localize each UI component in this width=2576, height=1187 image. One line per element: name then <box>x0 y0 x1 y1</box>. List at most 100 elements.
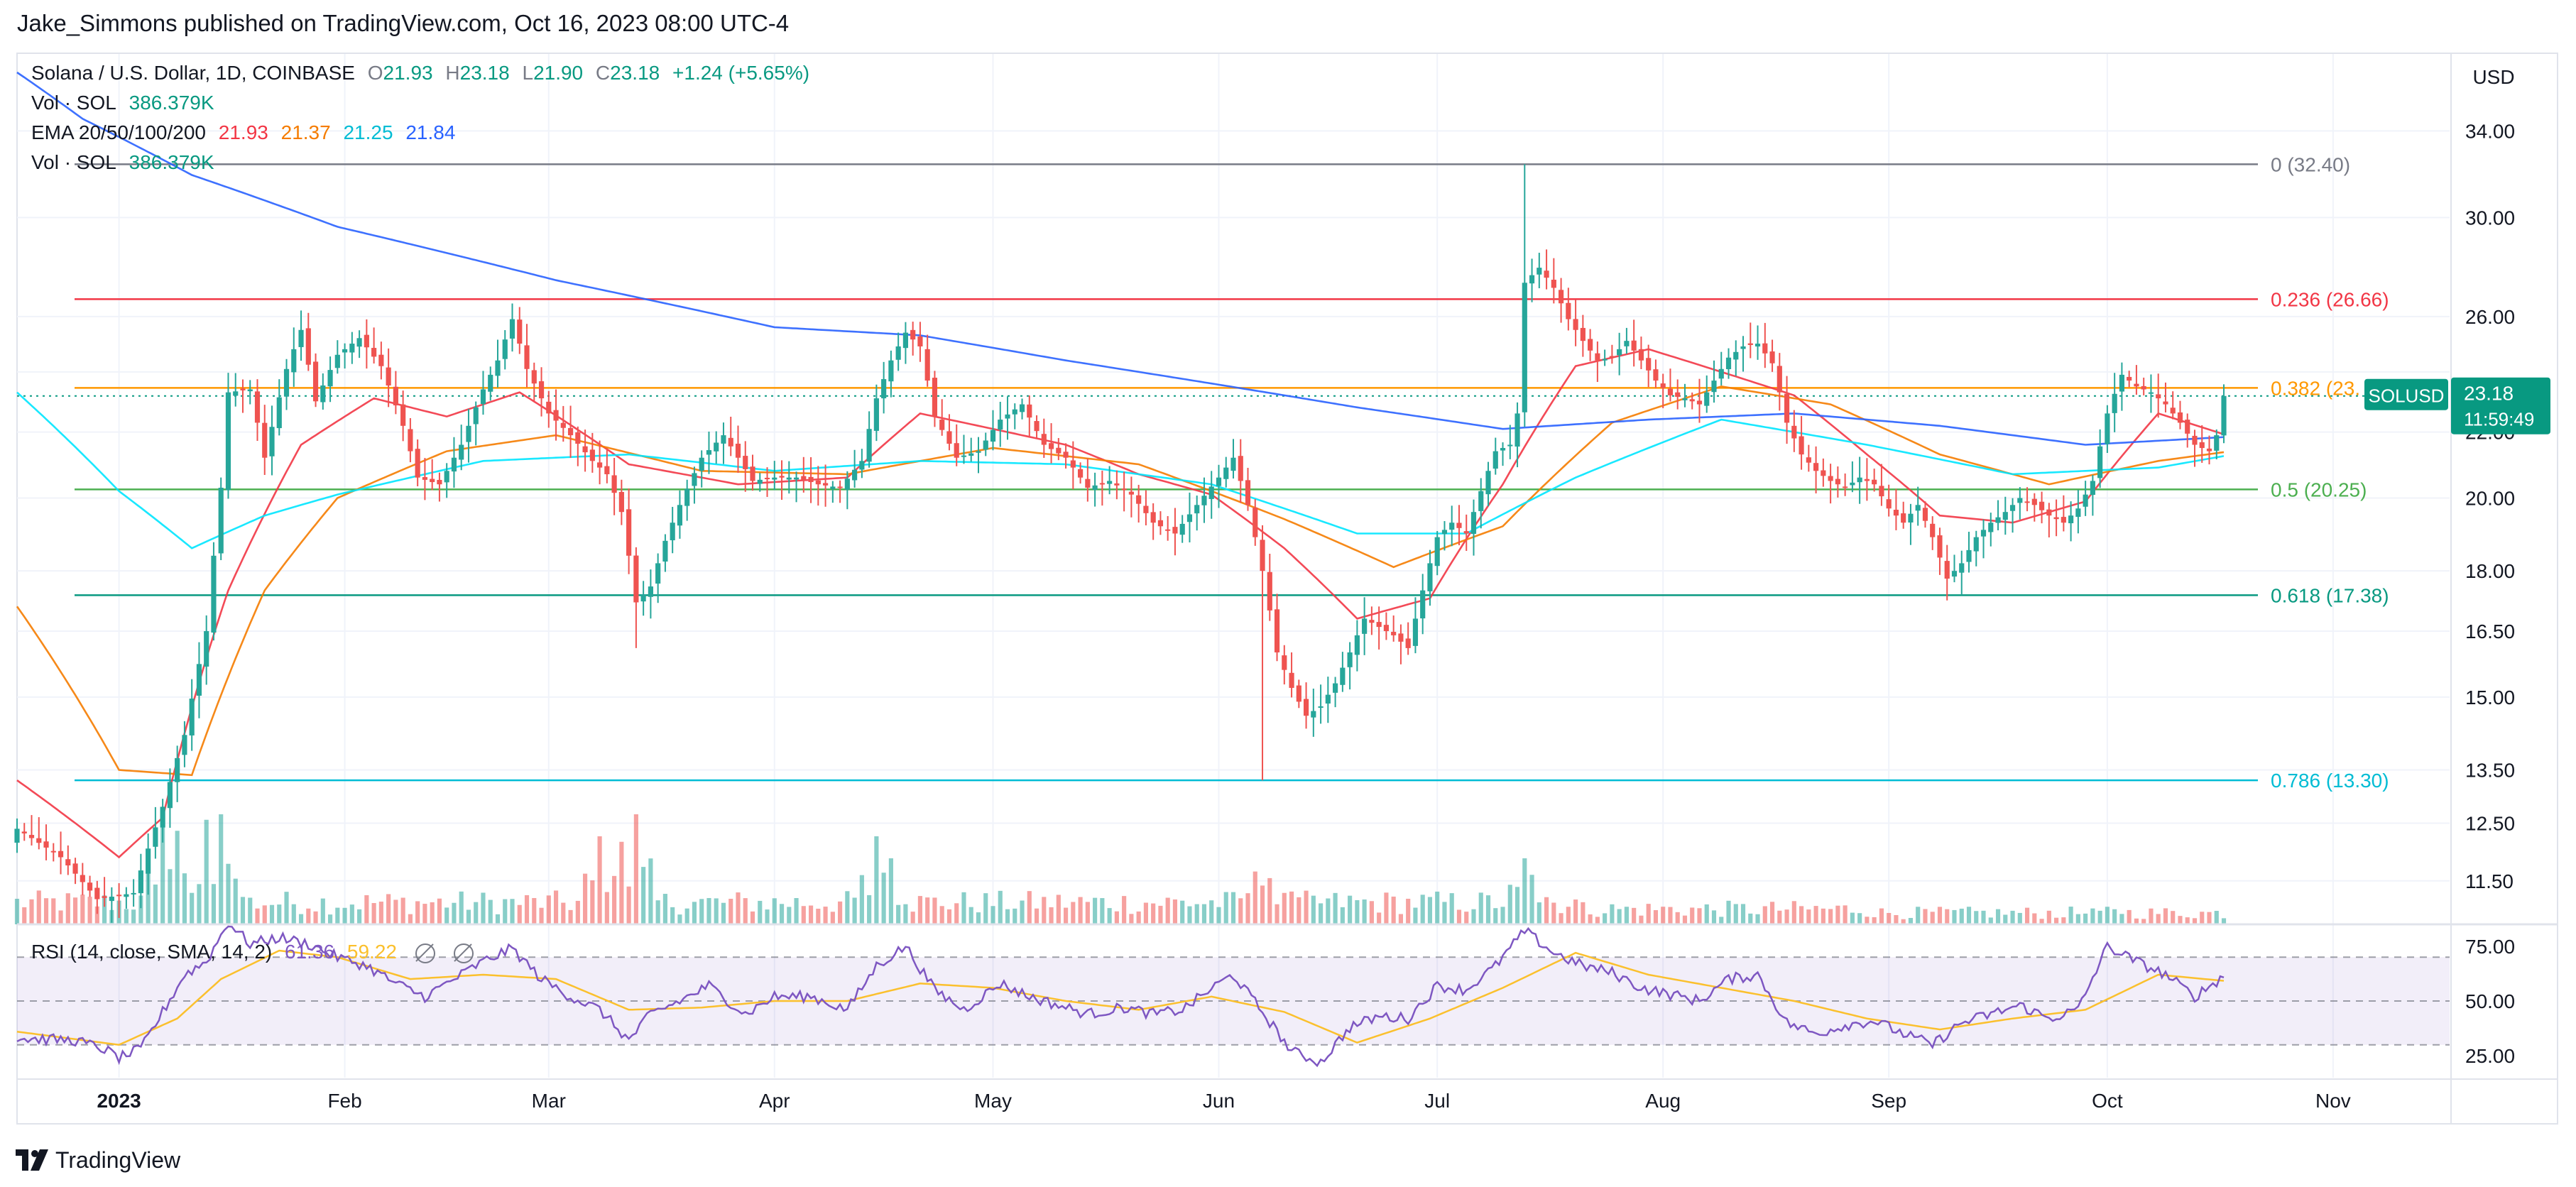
volume-bar <box>1974 911 1979 924</box>
volume-bar <box>743 898 748 924</box>
volume-bar <box>408 914 413 924</box>
volume-bar <box>546 895 551 924</box>
candle-body <box>1296 685 1301 702</box>
candle-body <box>983 440 988 450</box>
candle-body <box>225 392 231 491</box>
candle-body <box>670 523 675 541</box>
candle-body <box>764 478 770 480</box>
volume-bar <box>240 897 246 924</box>
candle-body <box>1092 485 1098 490</box>
volume-bar <box>1515 887 1520 924</box>
candle-body <box>1754 344 1761 347</box>
candle-body <box>1828 476 1833 481</box>
volume-bar <box>2112 909 2117 924</box>
candle-body <box>146 848 151 874</box>
volume-bar <box>197 884 202 924</box>
hidden-eye-icon[interactable] <box>415 943 435 963</box>
volume-bar <box>633 814 638 924</box>
candle-body <box>589 449 595 461</box>
volume-bar <box>1398 914 1403 924</box>
volume-bar <box>1391 896 1396 924</box>
volume-bar <box>1216 907 1221 924</box>
candle-body <box>1289 672 1294 688</box>
volume-bar <box>495 914 501 924</box>
candle-body <box>1872 479 1877 485</box>
ema-legend[interactable]: EMA 20/50/100/200 21.93 21.37 21.25 21.8… <box>31 121 462 144</box>
candle-body <box>626 509 632 556</box>
volume-bar <box>758 900 763 924</box>
candle-body <box>1107 481 1113 484</box>
volume-bar <box>2083 913 2088 924</box>
hidden-eye-icon-2[interactable] <box>453 943 474 963</box>
candle-body <box>1143 505 1149 513</box>
candle-body <box>2163 401 2168 405</box>
volume-bar <box>175 831 180 924</box>
candle-body <box>910 329 916 340</box>
volume-bar <box>1442 902 1447 924</box>
candle-body <box>102 896 107 898</box>
y-tick-7: 16.50 <box>2465 620 2515 642</box>
volume-bar <box>1930 912 1935 924</box>
candle-body <box>1696 400 1703 405</box>
volume-bar <box>1916 907 1921 924</box>
chart-frame[interactable] <box>16 53 2558 1125</box>
candle-body <box>1441 530 1448 535</box>
candle-body <box>1646 358 1652 371</box>
volume-bar <box>1762 906 1767 924</box>
candle-body <box>830 486 836 489</box>
volume-legend[interactable]: Vol · SOL 386.379K <box>31 92 222 114</box>
candle-body <box>1245 480 1251 505</box>
candle-body <box>2156 394 2161 399</box>
candle-body <box>175 757 180 782</box>
volume-bar <box>2068 907 2073 924</box>
candle-body <box>655 563 661 584</box>
candle-body <box>1769 351 1775 363</box>
candle-body <box>400 404 406 426</box>
volume-bar <box>1384 892 1389 924</box>
volume-bar <box>1559 913 1563 924</box>
volume-bar <box>1573 899 1578 924</box>
volume-bar <box>1071 902 1076 924</box>
volume-bar <box>2097 910 2102 924</box>
candle-body <box>2097 446 2103 478</box>
candle-body <box>218 487 224 554</box>
volume-bar <box>903 904 908 924</box>
candle-body <box>1456 523 1462 528</box>
volume-bar <box>1500 907 1505 924</box>
volume-bar <box>1100 898 1105 924</box>
volume-bar <box>2075 914 2080 924</box>
candle-body <box>160 806 165 828</box>
volume-bar <box>1777 910 1782 924</box>
volume-bar <box>190 892 195 924</box>
volume-bar <box>765 909 770 924</box>
candle-body <box>1208 486 1214 499</box>
candle-body <box>1857 477 1862 483</box>
high-value: 23.18 <box>459 62 510 84</box>
volume-bar <box>888 858 893 924</box>
candle-body <box>1747 343 1753 345</box>
volume-bar <box>29 899 34 924</box>
candle-body <box>1951 571 1958 577</box>
candle-body <box>2170 407 2176 414</box>
volume-bar <box>1522 858 1527 924</box>
volume-legend-2[interactable]: Vol · SOL 386.379K <box>31 151 222 174</box>
volume-bar <box>393 899 398 924</box>
candle-body <box>349 344 355 353</box>
volume-bar <box>1377 912 1382 924</box>
volume-bar <box>1282 892 1287 924</box>
volume-bar <box>684 908 689 924</box>
candle-body <box>2148 392 2154 394</box>
volume-bar <box>146 865 151 924</box>
candle-body <box>546 401 552 414</box>
volume-bar <box>728 898 733 924</box>
volume-bar <box>1151 903 1156 924</box>
candle-body <box>1558 290 1564 304</box>
y-tick-10: 12.50 <box>2465 813 2515 835</box>
rsi-legend[interactable]: RSI (14, close, SMA, 14, 2) 61.36 59.22 <box>31 941 481 963</box>
footer: TradingView <box>16 1143 180 1177</box>
candle-body <box>859 461 865 470</box>
volume-bar <box>1682 915 1688 924</box>
volume-bar <box>808 905 814 924</box>
candle-body <box>1864 478 1870 481</box>
